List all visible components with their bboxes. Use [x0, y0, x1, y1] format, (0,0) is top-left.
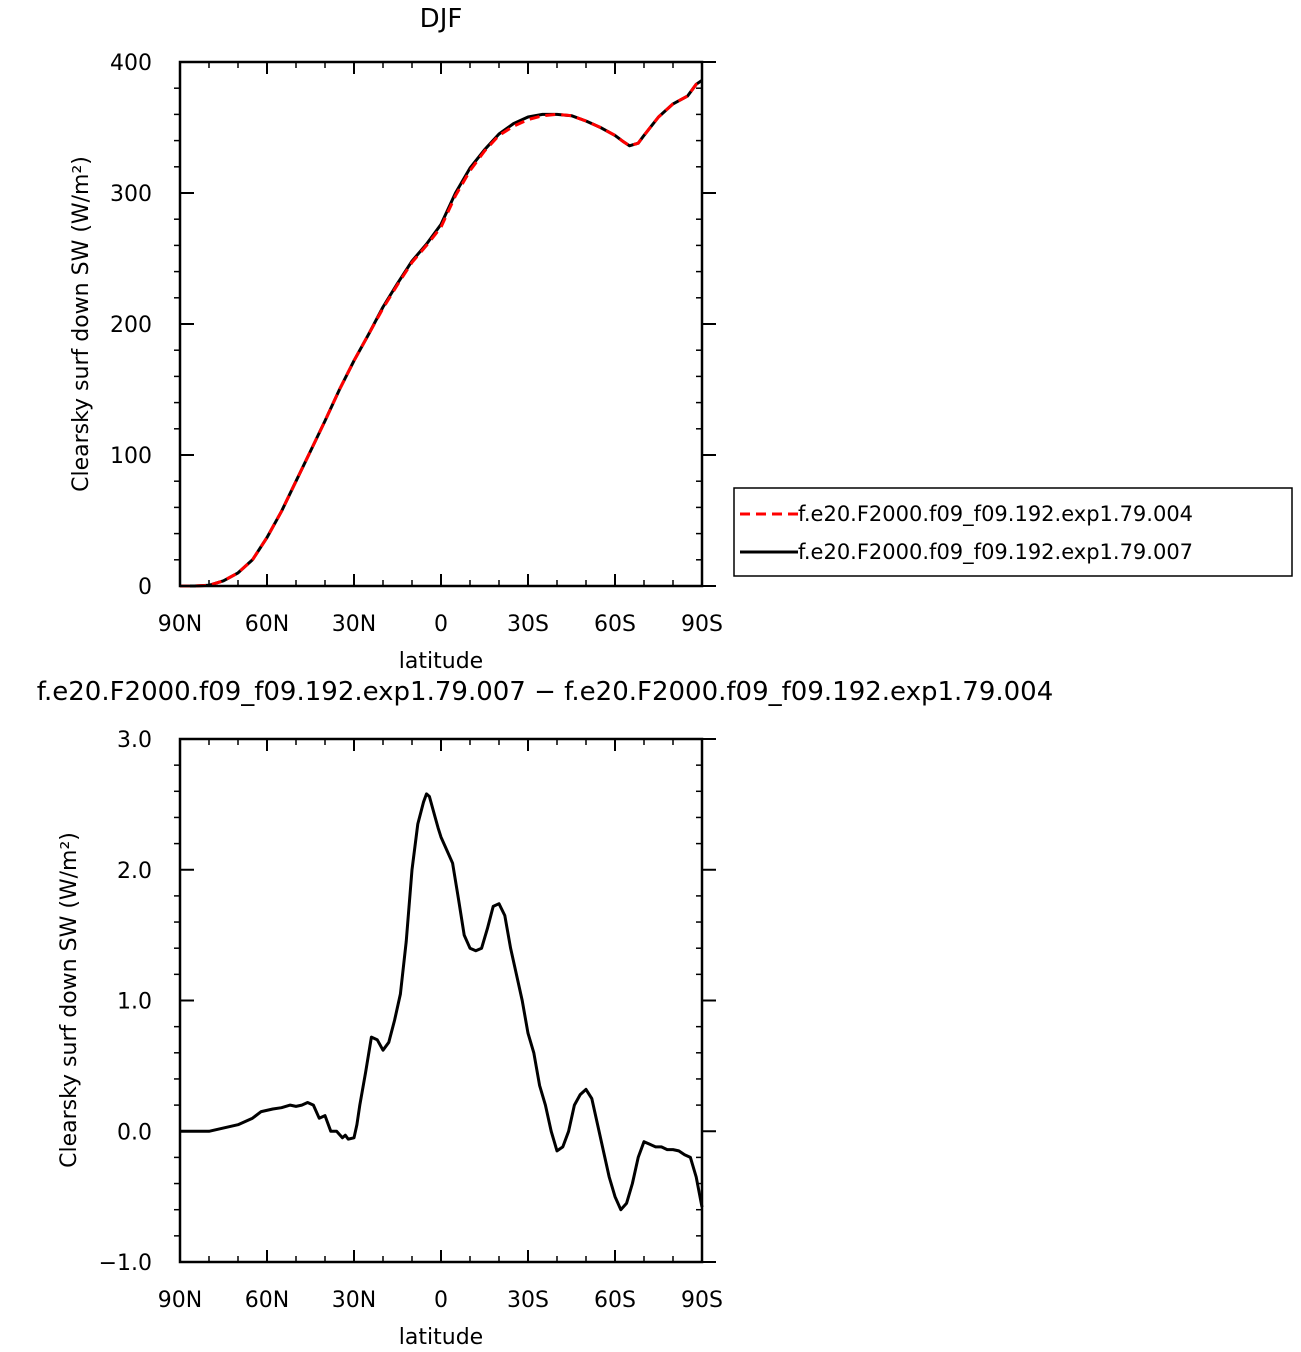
top-x-tick-label: 0 [434, 612, 448, 637]
bottom-x-tick-label: 0 [434, 1288, 448, 1313]
bottom-x-tick-label: 30N [332, 1288, 376, 1313]
top-x-axis-label: latitude [399, 649, 483, 674]
top-x-tick-label: 30N [332, 612, 376, 637]
bottom-y-tick-label: −1.0 [99, 1251, 152, 1276]
top-x-tick-label: 90S [681, 612, 723, 637]
top-series-group [180, 79, 703, 588]
legend-label-007: f.e20.F2000.f09_f09.192.exp1.79.007 [798, 540, 1193, 565]
top-y-tick-label: 200 [110, 313, 152, 338]
top-series-line-0 [180, 79, 703, 588]
bottom-y-tick-label: 3.0 [117, 728, 152, 753]
top-y-tick-label: 300 [110, 182, 152, 207]
bottom-x-tick-label: 90S [681, 1288, 723, 1313]
top-x-tick-label: 60N [245, 612, 289, 637]
bottom-x-axis-label: latitude [399, 1325, 483, 1350]
top-x-tick-label: 60S [594, 612, 636, 637]
top-panel: DJF 90N 60N 30N 0 30S 60S 90S 0 100 200 300 400 lat… [69, 4, 723, 674]
top-y-tick-label: 100 [110, 444, 152, 469]
bottom-y-tick-label: 0.0 [117, 1120, 152, 1145]
legend-label-004: f.e20.F2000.f09_f09.192.exp1.79.004 [798, 502, 1193, 527]
top-plot-frame [178, 60, 704, 588]
bottom-x-tick-label: 60S [594, 1288, 636, 1313]
top-axes: 90N 60N 30N 0 30S 60S 90S 0 100 200 300 400 [110, 51, 723, 637]
top-y-tick-label: 0 [138, 575, 152, 600]
bottom-y-tick-label: 1.0 [117, 990, 152, 1015]
bottom-plot-frame [178, 737, 704, 1264]
top-x-tick-label: 90N [158, 612, 202, 637]
bottom-x-tick-label: 30S [507, 1288, 549, 1313]
top-x-tick-label: 30S [507, 612, 549, 637]
bottom-y-tick-label: 2.0 [117, 859, 152, 884]
bottom-panel: f.e20.F2000.f09_f09.192.exp1.79.007 − f.… [37, 677, 1054, 1350]
bottom-series-line-0 [180, 792, 704, 1212]
top-series-line-1 [180, 79, 703, 588]
bottom-x-tick-label: 60N [245, 1288, 289, 1313]
bottom-x-tick-label: 90N [158, 1288, 202, 1313]
legend-box [733, 487, 1293, 577]
bottom-series-group [180, 792, 704, 1212]
legend: f.e20.F2000.f09_f09.192.exp1.79.004 f.e2… [733, 487, 1293, 577]
top-y-tick-label: 400 [110, 51, 152, 76]
bottom-chart-title: f.e20.F2000.f09_f09.192.exp1.79.007 − f.… [37, 677, 1054, 707]
bottom-y-axis-label: Clearsky surf down SW (W/m²) [57, 832, 82, 1168]
top-chart-title: DJF [420, 4, 463, 34]
top-y-axis-label: Clearsky surf down SW (W/m²) [69, 156, 94, 492]
bottom-axes: 90N 60N 30N 0 30S 60S 90S −1.0 0.0 1.0 2.0 3.0 [99, 728, 723, 1313]
